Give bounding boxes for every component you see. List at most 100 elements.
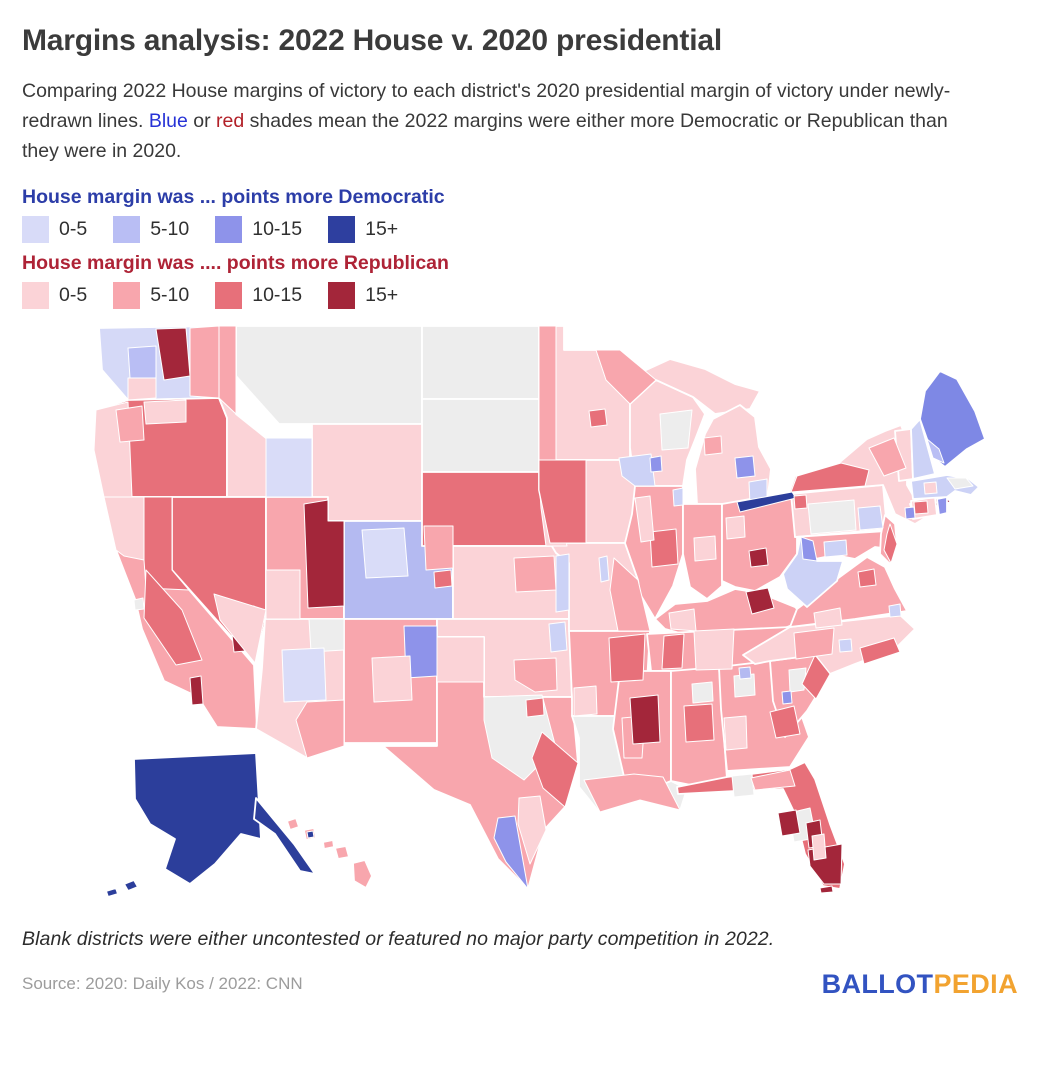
map-region-tx-coast-district xyxy=(517,795,547,865)
map-region-ga-pink-district xyxy=(723,715,748,751)
map-region-tx-houston-district xyxy=(531,731,579,808)
map-region-hawaii-molokai xyxy=(322,838,335,850)
map-region-va-north-district xyxy=(857,568,877,588)
map-region-alaska xyxy=(133,751,262,885)
map-region-wa-east-district xyxy=(189,325,220,399)
map-region-ks-east-district xyxy=(555,553,570,613)
map-region-ca-ne-district xyxy=(143,496,190,591)
map-region-mi-flint-district xyxy=(734,455,756,479)
legend-heading-democratic: House margin was ... points more Democra… xyxy=(22,185,445,208)
us-districts-map xyxy=(94,318,1016,922)
map-region-fl-center-dark-red xyxy=(777,809,801,837)
logo-ballot: BALLOT xyxy=(821,968,934,999)
legend-rep-item-10-15: 10-15 xyxy=(215,281,303,309)
map-region-pa-nw-district xyxy=(793,494,808,510)
source-credit: Source: 2020: Daily Kos / 2022: CNN xyxy=(22,974,303,994)
legend-dem-swatch-15+ xyxy=(328,215,356,243)
map-region-fl-se-pink-district xyxy=(811,833,827,861)
map-region-fl-keys-district xyxy=(819,885,834,894)
map-region-va-beach-district xyxy=(888,603,902,618)
legend-dem-item-15+: 15+ xyxy=(328,215,398,243)
ballotpedia-logo: BALLOTPEDIA xyxy=(822,969,1018,1000)
map-region-wv-north-district xyxy=(800,536,818,562)
map-region-tn-west-district xyxy=(661,633,685,670)
subtitle: Comparing 2022 House margins of victory … xyxy=(22,76,974,167)
map-region-alaska-panhandle xyxy=(253,796,316,875)
map-region-ut-east-district xyxy=(303,499,345,609)
map-region-il-west-district xyxy=(634,495,655,543)
map-region-me-sw-district xyxy=(926,438,945,464)
subtitle-text-1: Comparing 2022 House margins of victory … xyxy=(22,79,951,132)
map-region-ct-red-district xyxy=(913,500,929,515)
legend-row-democratic: 0-5 5-10 10-15 15+ xyxy=(22,215,1018,243)
us-map-svg xyxy=(94,324,986,898)
map-region-ky-west-district xyxy=(668,608,697,632)
legend-rep-swatch-5-10 xyxy=(113,281,141,309)
map-region-mo-east-district xyxy=(609,557,651,632)
map-region-montana xyxy=(235,324,423,425)
map-region-in-pink-district xyxy=(693,535,717,562)
map-region-ca-north-district xyxy=(103,496,145,561)
map-region-ms-delta-district xyxy=(629,694,661,745)
map-region-ma-pink-district xyxy=(923,481,938,495)
legend-dem-item-0-5: 0-5 xyxy=(22,215,88,243)
map-region-or-north-district xyxy=(143,399,187,425)
map-region-ia-west-district xyxy=(538,459,587,544)
map-region-alaska-aleutians-2 xyxy=(105,886,119,898)
subtitle-text-2: or xyxy=(187,109,217,132)
map-region-or-nw-district xyxy=(115,405,145,443)
map-region-al-blank-district xyxy=(691,681,714,704)
legend-heading-republican: House margin was .... points more Republ… xyxy=(22,251,449,274)
map-region-wi-sw-district xyxy=(618,453,656,487)
legend-rep-swatch-10-15 xyxy=(215,281,243,309)
map-region-hawaii-kauai xyxy=(286,816,300,831)
legend-dem-label-10-15: 10-15 xyxy=(252,217,303,240)
map-region-id-panhandle-district xyxy=(218,325,237,415)
map-region-fl-north-blank xyxy=(731,773,755,798)
map-region-mo-river-district xyxy=(598,555,610,583)
legend-rep-label-5-10: 5-10 xyxy=(150,283,190,306)
legend-rep-swatch-15+ xyxy=(328,281,356,309)
map-region-nm-center-district xyxy=(371,655,413,703)
map-region-ar-sw-district xyxy=(573,685,598,717)
map-region-hawaii-maui xyxy=(334,844,350,860)
map-region-ga-atlanta-district xyxy=(738,666,752,680)
legend-rep-swatch-0-5 xyxy=(22,281,49,309)
map-region-ca-central-district xyxy=(143,569,203,666)
map-region-pa-east-district xyxy=(857,505,884,531)
footer: Source: 2020: Daily Kos / 2022: CNN BALL… xyxy=(22,969,1018,1000)
legend-dem-item-5-10: 5-10 xyxy=(113,215,189,243)
logo-pedia: PEDIA xyxy=(933,968,1018,999)
legend-rep-item-5-10: 5-10 xyxy=(113,281,190,309)
legend-dem-label-0-5: 0-5 xyxy=(59,217,88,240)
legend-rep-item-15+: 15+ xyxy=(328,281,398,309)
map-region-nc-mid-district xyxy=(793,627,835,660)
map-region-la-south-district xyxy=(583,773,681,813)
map-region-co-east-district xyxy=(423,525,454,571)
map-region-michigan xyxy=(694,403,772,505)
map-region-az-center-district xyxy=(281,647,327,703)
map-region-tx-south-district xyxy=(493,815,529,890)
legend-dem-item-10-15: 10-15 xyxy=(215,215,303,243)
map-region-wi-east-blank xyxy=(659,409,693,451)
map-region-michigan-upper-peninsula xyxy=(634,357,761,415)
map-region-tx-dallas-district xyxy=(525,697,545,718)
map-region-az-se-district xyxy=(295,699,345,759)
map-region-alaska-aleutians-1 xyxy=(123,878,139,892)
map-region-nv-south-district xyxy=(213,593,267,664)
map-region-tx-panhandle-district xyxy=(436,636,485,683)
map-region-tn-mid-district xyxy=(693,628,735,671)
map-region-il-center-district xyxy=(649,528,679,568)
blank-districts-note: Blank districts were either uncontested … xyxy=(22,927,775,950)
legend-dem-swatch-10-15 xyxy=(215,215,243,243)
map-region-ar-center-district xyxy=(608,633,646,683)
map-region-oh-pink-district xyxy=(725,515,746,540)
map-region-co-center-district xyxy=(361,527,409,579)
legend-rep-label-10-15: 10-15 xyxy=(252,283,303,306)
map-region-rhode-island xyxy=(936,495,948,516)
subtitle-word-red: red xyxy=(216,109,245,132)
map-region-ny-nyc-district xyxy=(904,506,916,520)
map-region-id-east-district xyxy=(265,437,313,498)
legend-dem-swatch-5-10 xyxy=(113,215,141,243)
map-region-ca-la-district xyxy=(189,675,204,706)
